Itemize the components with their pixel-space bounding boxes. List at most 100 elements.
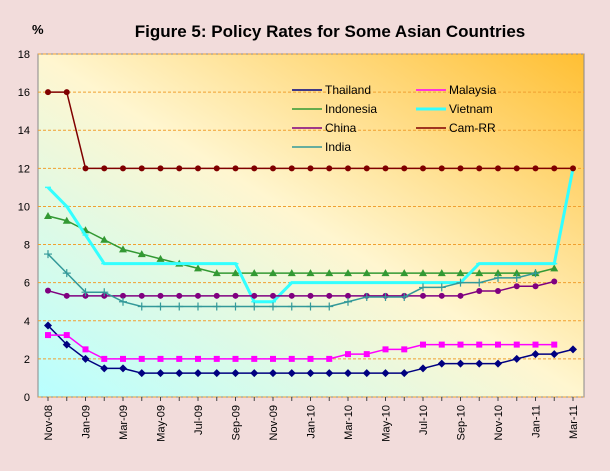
point — [250, 269, 259, 277]
point — [137, 369, 146, 378]
point — [63, 292, 70, 299]
legend: Thailand Malaysia Indonesia Vietnam China Cam… — [292, 83, 497, 154]
point — [513, 341, 520, 348]
x-tick-label: Nov-09 — [268, 405, 280, 440]
point — [156, 302, 165, 311]
point — [495, 341, 501, 348]
point — [419, 283, 427, 292]
point — [437, 283, 446, 292]
point — [306, 302, 315, 311]
legend-label: Thailand — [325, 83, 371, 97]
point — [213, 355, 220, 362]
point — [382, 346, 389, 353]
y-tick-label: 10 — [18, 201, 30, 213]
point — [176, 292, 183, 299]
point — [194, 302, 202, 311]
point — [270, 165, 276, 172]
point — [44, 321, 52, 330]
point — [456, 269, 465, 277]
point — [531, 350, 540, 359]
point — [101, 165, 108, 172]
point — [269, 369, 277, 378]
point — [100, 288, 109, 297]
point — [419, 269, 427, 277]
point — [551, 278, 558, 285]
legend-label: India — [325, 140, 351, 154]
point — [288, 165, 295, 172]
x-tick-label: Jul-09 — [193, 405, 205, 435]
point — [550, 264, 559, 272]
point — [212, 269, 221, 277]
point — [81, 354, 90, 363]
point — [213, 292, 220, 299]
point — [307, 165, 314, 172]
point — [363, 351, 370, 358]
point — [495, 165, 501, 172]
point — [306, 369, 315, 378]
y-tick-label: 12 — [18, 163, 30, 175]
point — [476, 341, 483, 348]
point — [438, 341, 445, 348]
point — [45, 89, 51, 96]
point — [119, 297, 127, 306]
point — [120, 292, 126, 299]
point — [512, 354, 521, 363]
point — [401, 165, 408, 172]
point — [44, 250, 52, 259]
point — [62, 269, 71, 278]
point — [345, 165, 351, 172]
point — [195, 292, 201, 299]
point — [251, 165, 258, 172]
point — [287, 369, 296, 378]
point — [175, 302, 184, 311]
series-line — [47, 280, 555, 297]
x-tick-label: Jan-09 — [81, 405, 93, 439]
point — [401, 346, 408, 353]
point — [212, 369, 221, 378]
point — [420, 292, 426, 299]
point — [475, 359, 484, 368]
point — [100, 235, 109, 243]
x-tick-label: Sep-10 — [456, 405, 468, 440]
point — [570, 165, 576, 172]
point — [270, 292, 276, 299]
point — [494, 273, 502, 282]
point — [512, 269, 521, 277]
point — [194, 264, 202, 272]
point — [420, 341, 426, 348]
point — [400, 369, 409, 378]
point — [531, 269, 540, 278]
point — [287, 302, 296, 311]
point — [457, 292, 464, 299]
point — [137, 302, 146, 311]
point — [476, 288, 483, 295]
point — [250, 302, 259, 311]
point — [362, 292, 371, 301]
point — [307, 355, 314, 362]
point — [232, 292, 239, 299]
point — [176, 165, 183, 172]
point — [269, 302, 277, 311]
point — [512, 273, 521, 282]
x-tick-label: Jul-10 — [418, 405, 430, 435]
x-tick-label: Mar-11 — [568, 405, 580, 439]
point — [344, 269, 352, 277]
legend-label: Indonesia — [325, 102, 377, 116]
point — [438, 292, 445, 299]
point — [513, 165, 520, 172]
point — [156, 254, 165, 262]
y-tick-label: 14 — [18, 125, 30, 137]
point — [231, 369, 240, 378]
point — [381, 292, 390, 301]
point — [457, 341, 464, 348]
x-tick-label: Jan-10 — [306, 405, 318, 439]
point — [438, 165, 445, 172]
legend-label: Vietnam — [449, 102, 493, 116]
point — [513, 283, 520, 290]
point — [400, 292, 409, 301]
point — [382, 165, 389, 172]
point — [325, 369, 334, 378]
x-tick-label: Nov-10 — [493, 405, 505, 440]
point — [156, 369, 165, 378]
point — [344, 369, 352, 378]
